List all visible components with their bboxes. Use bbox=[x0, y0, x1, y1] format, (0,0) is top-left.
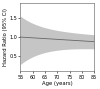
Y-axis label: Hazard Ratio (95% CI): Hazard Ratio (95% CI) bbox=[3, 8, 8, 66]
X-axis label: Age (years): Age (years) bbox=[42, 81, 73, 86]
